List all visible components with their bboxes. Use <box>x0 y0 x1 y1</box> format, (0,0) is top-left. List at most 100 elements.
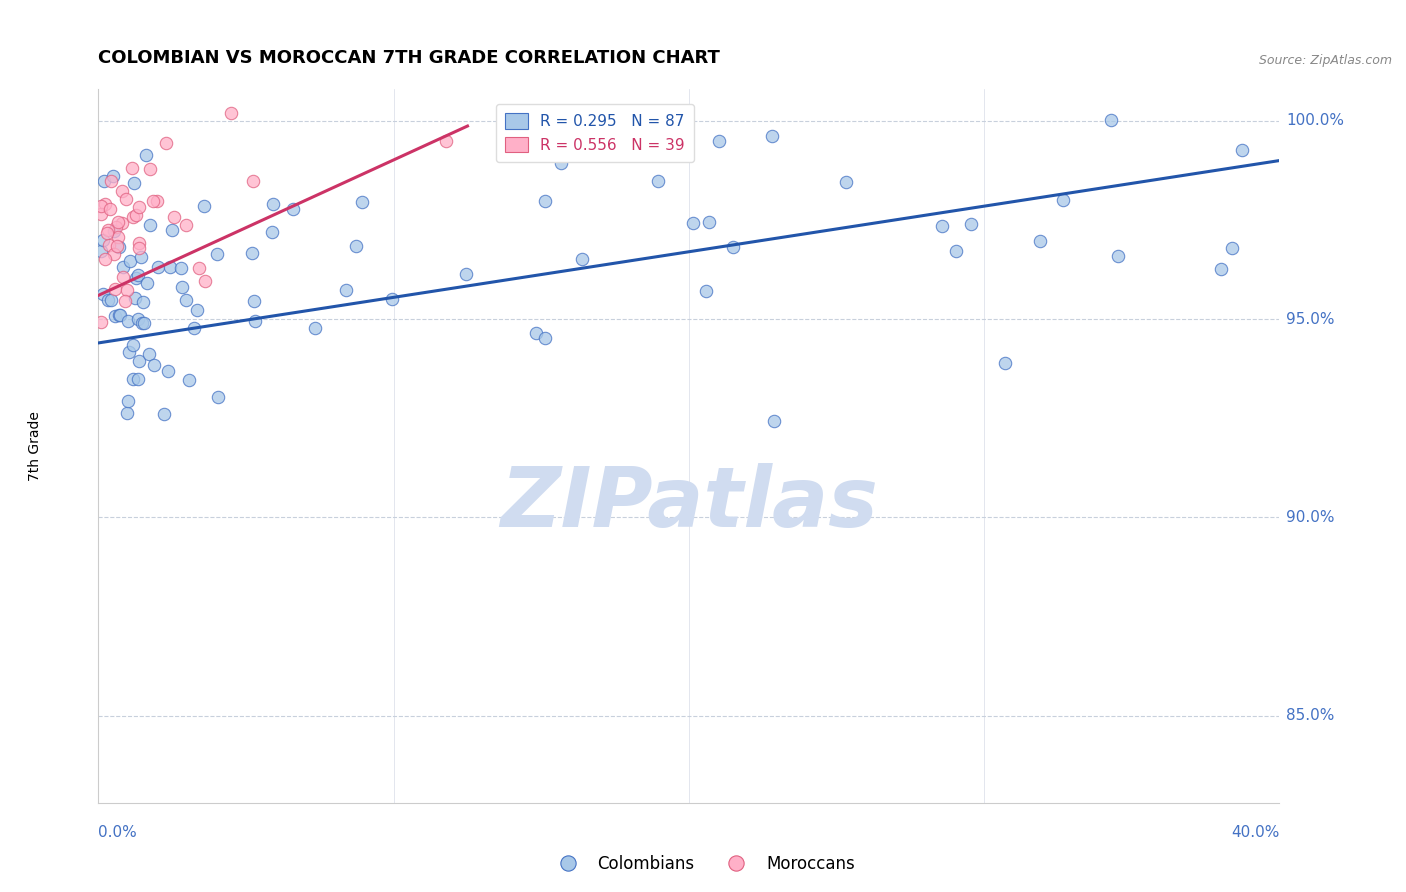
Point <box>91 233 114 247</box>
Point <box>142 194 165 208</box>
Legend: R = 0.295   N = 87, R = 0.556   N = 39: R = 0.295 N = 87, R = 0.556 N = 39 <box>496 104 695 162</box>
Point <box>90 244 112 258</box>
Point <box>721 240 744 254</box>
Point <box>994 356 1017 370</box>
Point <box>100 293 122 307</box>
Point <box>127 372 149 386</box>
Point <box>90 199 112 213</box>
Point <box>97 238 120 252</box>
Point <box>108 308 131 322</box>
Point <box>107 215 129 229</box>
Point <box>344 239 367 253</box>
Point <box>97 293 120 308</box>
Point <box>177 373 200 387</box>
Point <box>111 260 134 274</box>
Text: 40.0%: 40.0% <box>1232 825 1279 840</box>
Point <box>156 364 179 378</box>
Point <box>145 194 167 208</box>
Point <box>97 223 120 237</box>
Point <box>243 294 266 309</box>
Point <box>122 337 145 351</box>
Point <box>124 291 146 305</box>
Point <box>132 316 155 330</box>
Point <box>115 192 138 206</box>
Point <box>125 270 148 285</box>
Point <box>434 134 457 148</box>
Point <box>103 225 125 239</box>
Point <box>262 196 284 211</box>
Point <box>104 219 127 234</box>
Point <box>103 169 125 184</box>
Point <box>350 194 373 209</box>
Point <box>135 276 157 290</box>
Point <box>162 223 184 237</box>
Point <box>159 260 181 274</box>
Point <box>170 280 193 294</box>
Point <box>128 236 150 251</box>
Point <box>117 393 139 408</box>
Point <box>111 216 134 230</box>
Point <box>122 372 145 386</box>
Point <box>262 225 284 239</box>
Point <box>122 176 145 190</box>
Point <box>90 315 112 329</box>
Point <box>959 217 981 231</box>
Point <box>242 174 264 188</box>
Point <box>90 207 112 221</box>
Point <box>125 208 148 222</box>
Point <box>1232 144 1254 158</box>
Point <box>571 252 593 267</box>
Point <box>219 106 242 120</box>
Point <box>1220 241 1243 255</box>
Point <box>117 314 139 328</box>
Point <box>117 283 139 297</box>
Point <box>121 211 143 225</box>
Text: 95.0%: 95.0% <box>1286 311 1334 326</box>
Point <box>131 316 153 330</box>
Point <box>533 331 555 345</box>
Point <box>127 268 149 282</box>
Point <box>152 407 174 421</box>
Point <box>456 268 478 282</box>
Point <box>107 229 129 244</box>
Point <box>118 345 141 359</box>
Point <box>762 414 785 428</box>
Point <box>1209 262 1232 277</box>
Point <box>128 353 150 368</box>
Point <box>114 293 136 308</box>
Point <box>1107 249 1129 263</box>
Point <box>186 303 208 318</box>
Point <box>550 156 572 170</box>
Legend: Colombians, Moroccans: Colombians, Moroccans <box>544 848 862 880</box>
Point <box>707 134 730 148</box>
Point <box>139 219 162 233</box>
Point <box>138 347 160 361</box>
Point <box>835 175 858 189</box>
Point <box>128 241 150 255</box>
Point <box>107 239 129 253</box>
Point <box>104 309 127 323</box>
Text: 7th Grade: 7th Grade <box>28 411 42 481</box>
Point <box>128 200 150 214</box>
Point <box>240 246 263 260</box>
Point <box>283 202 305 216</box>
Point <box>121 161 143 175</box>
Point <box>183 321 205 335</box>
Point <box>1029 234 1052 248</box>
Point <box>205 247 228 261</box>
Point <box>647 174 669 188</box>
Point <box>174 293 197 307</box>
Point <box>170 260 193 275</box>
Point <box>135 148 157 162</box>
Point <box>761 128 783 143</box>
Point <box>118 254 141 268</box>
Point <box>112 269 135 284</box>
Point <box>146 260 169 274</box>
Text: 90.0%: 90.0% <box>1286 510 1334 524</box>
Point <box>105 239 128 253</box>
Point <box>381 292 404 306</box>
Point <box>335 283 357 297</box>
Point <box>193 199 215 213</box>
Point <box>132 294 155 309</box>
Text: 85.0%: 85.0% <box>1286 708 1334 723</box>
